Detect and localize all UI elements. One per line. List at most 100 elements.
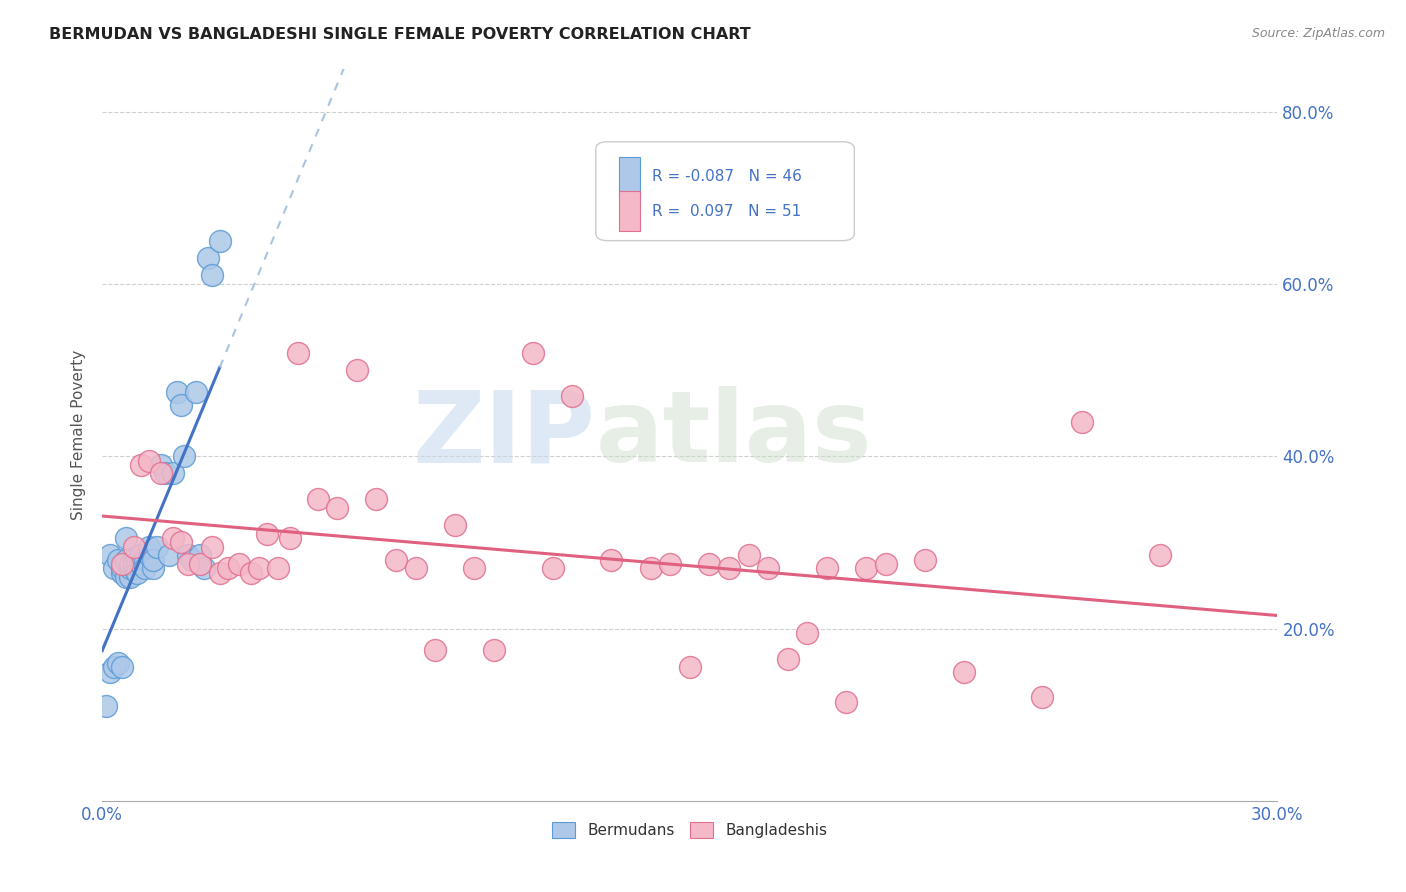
- Point: [366, 492, 388, 507]
- Point: [186, 384, 208, 399]
- FancyBboxPatch shape: [619, 191, 641, 231]
- Point: [201, 540, 224, 554]
- Text: R =  0.097   N = 51: R = 0.097 N = 51: [652, 204, 801, 219]
- Point: [107, 656, 129, 670]
- Point: [131, 458, 153, 472]
- Point: [118, 557, 141, 571]
- Point: [247, 561, 270, 575]
- Point: [157, 549, 180, 563]
- Point: [177, 557, 200, 571]
- Point: [114, 570, 136, 584]
- Point: [405, 561, 427, 575]
- Point: [127, 557, 149, 571]
- Point: [131, 557, 153, 571]
- Point: [142, 552, 165, 566]
- Point: [541, 561, 564, 575]
- Point: [146, 540, 169, 554]
- Point: [127, 566, 149, 580]
- Point: [122, 561, 145, 575]
- Point: [98, 549, 121, 563]
- Point: [193, 561, 215, 575]
- Point: [796, 625, 818, 640]
- Point: [162, 531, 184, 545]
- Point: [776, 651, 799, 665]
- Point: [98, 665, 121, 679]
- Point: [875, 557, 897, 571]
- Point: [208, 566, 231, 580]
- Point: [188, 557, 211, 571]
- Point: [181, 552, 204, 566]
- Point: [346, 363, 368, 377]
- Point: [103, 660, 125, 674]
- FancyBboxPatch shape: [596, 142, 855, 241]
- Text: ZIP: ZIP: [413, 386, 596, 483]
- Point: [197, 251, 219, 265]
- Point: [134, 552, 156, 566]
- Point: [717, 561, 740, 575]
- Point: [153, 467, 176, 481]
- Point: [103, 561, 125, 575]
- Text: BERMUDAN VS BANGLADESHI SINGLE FEMALE POVERTY CORRELATION CHART: BERMUDAN VS BANGLADESHI SINGLE FEMALE PO…: [49, 27, 751, 42]
- Point: [169, 535, 191, 549]
- Point: [118, 561, 141, 575]
- Point: [166, 384, 188, 399]
- Point: [142, 561, 165, 575]
- Point: [188, 549, 211, 563]
- Point: [94, 699, 117, 714]
- Point: [914, 552, 936, 566]
- Point: [208, 234, 231, 248]
- Point: [122, 557, 145, 571]
- Point: [600, 552, 623, 566]
- Point: [756, 561, 779, 575]
- Point: [278, 531, 301, 545]
- Point: [307, 492, 329, 507]
- Point: [138, 540, 160, 554]
- Point: [1070, 415, 1092, 429]
- Point: [114, 552, 136, 566]
- Legend: Bermudans, Bangladeshis: Bermudans, Bangladeshis: [546, 816, 834, 845]
- Point: [131, 557, 153, 571]
- Point: [256, 526, 278, 541]
- Point: [138, 453, 160, 467]
- Point: [228, 557, 250, 571]
- Point: [1031, 690, 1053, 705]
- Point: [815, 561, 838, 575]
- Point: [201, 268, 224, 283]
- Text: Source: ZipAtlas.com: Source: ZipAtlas.com: [1251, 27, 1385, 40]
- Point: [640, 561, 662, 575]
- Y-axis label: Single Female Poverty: Single Female Poverty: [72, 350, 86, 520]
- Point: [561, 389, 583, 403]
- Point: [131, 549, 153, 563]
- Point: [138, 549, 160, 563]
- Point: [122, 540, 145, 554]
- Point: [122, 552, 145, 566]
- Point: [522, 346, 544, 360]
- Point: [169, 398, 191, 412]
- Point: [162, 467, 184, 481]
- Point: [149, 458, 172, 472]
- Point: [482, 643, 505, 657]
- Point: [1149, 549, 1171, 563]
- Text: R = -0.087   N = 46: R = -0.087 N = 46: [652, 169, 801, 185]
- Point: [134, 561, 156, 575]
- Point: [737, 549, 759, 563]
- Point: [111, 566, 134, 580]
- Point: [699, 557, 721, 571]
- Point: [111, 561, 134, 575]
- Point: [425, 643, 447, 657]
- Point: [177, 549, 200, 563]
- Point: [114, 531, 136, 545]
- Text: atlas: atlas: [596, 386, 872, 483]
- Point: [855, 561, 877, 575]
- Point: [111, 660, 134, 674]
- Point: [835, 695, 858, 709]
- Point: [953, 665, 976, 679]
- Point: [217, 561, 239, 575]
- FancyBboxPatch shape: [619, 157, 641, 197]
- Point: [111, 557, 134, 571]
- Point: [659, 557, 682, 571]
- Point: [443, 518, 465, 533]
- Point: [240, 566, 263, 580]
- Point: [149, 467, 172, 481]
- Point: [287, 346, 309, 360]
